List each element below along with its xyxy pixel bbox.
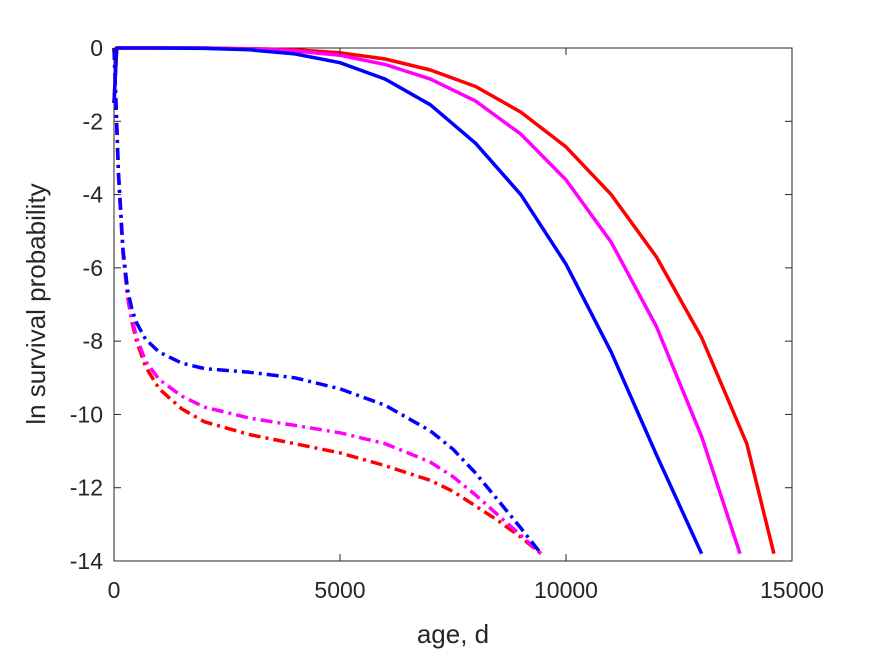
x-tick-label: 15000 bbox=[760, 577, 824, 603]
x-tick-label: 0 bbox=[108, 577, 121, 603]
y-tick-label: -14 bbox=[70, 548, 103, 574]
y-tick-label: -2 bbox=[83, 108, 103, 134]
series-layer bbox=[112, 46, 776, 556]
x-tick-label: 10000 bbox=[534, 577, 598, 603]
y-tick-label: -8 bbox=[83, 328, 103, 354]
series-line-6 bbox=[112, 47, 543, 555]
y-tick-label: -12 bbox=[70, 475, 103, 501]
ticks-layer: 0 5000 10000 15000 0 -2 -4 -6 -8 -10 -12 -14 bbox=[70, 35, 824, 603]
y-axis-title: ln survival probability bbox=[21, 183, 51, 424]
y-tick-label: -10 bbox=[70, 401, 103, 427]
x-tick-label: 5000 bbox=[314, 577, 365, 603]
y-tick-label: -4 bbox=[83, 182, 104, 208]
y-tick-label: 0 bbox=[90, 35, 103, 61]
x-axis-title: age, d bbox=[417, 619, 489, 649]
series-line-3 bbox=[112, 46, 704, 555]
y-tick-label: -6 bbox=[83, 255, 103, 281]
